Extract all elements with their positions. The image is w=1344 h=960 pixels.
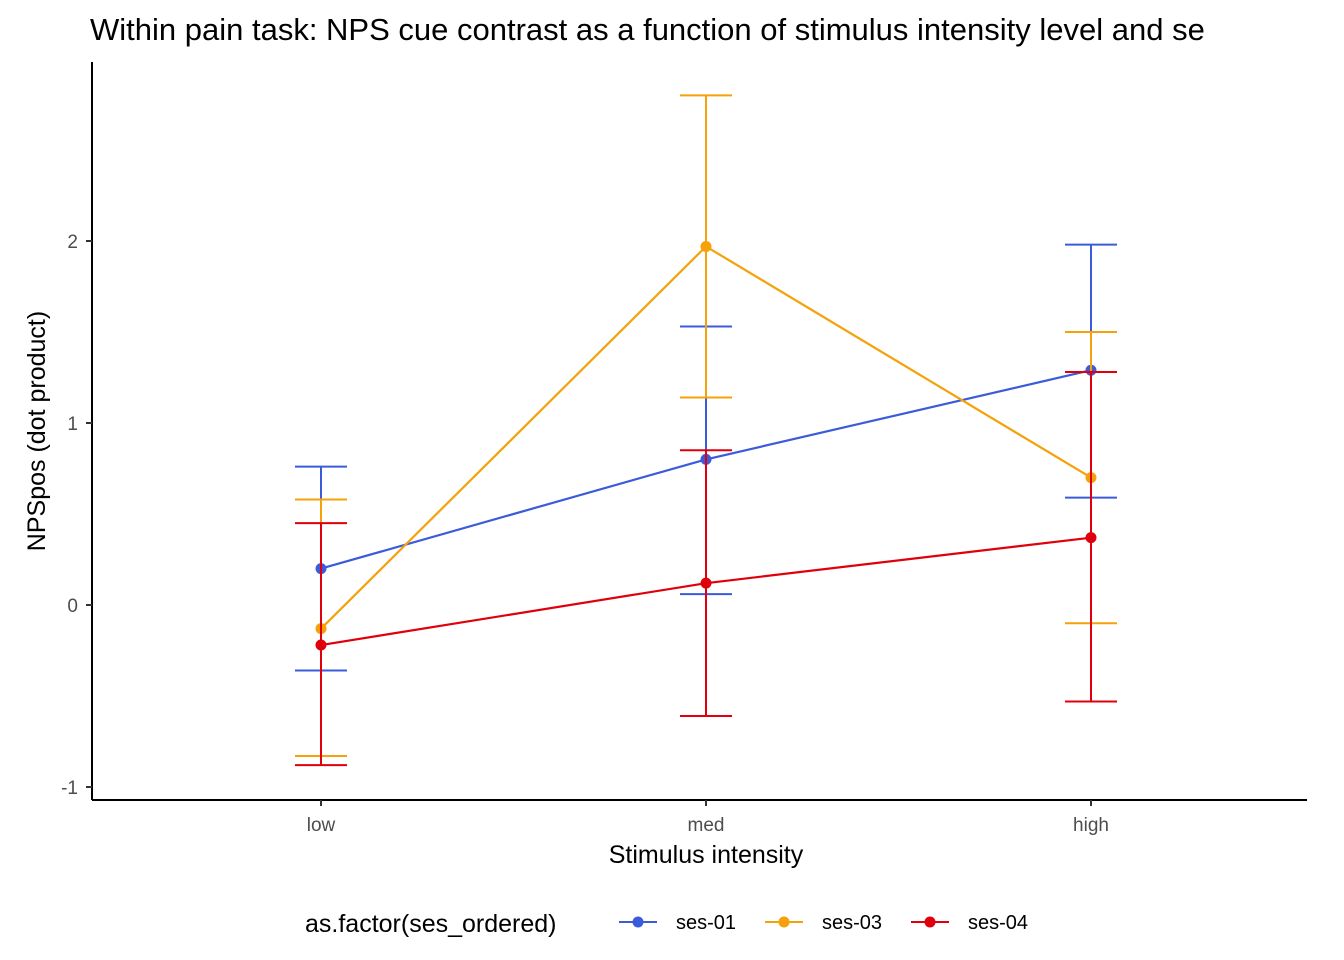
y-axis-label: NPSpos (dot product) [23, 311, 51, 551]
y-ticks: -1 0 1 2 [61, 232, 92, 799]
y-tick-label: -1 [61, 778, 78, 799]
legend-label: ses-03 [822, 912, 882, 934]
legend-key-point [632, 916, 644, 928]
legend-label: ses-01 [676, 912, 736, 934]
x-axis-label: Stimulus intensity [609, 841, 804, 869]
data-point [700, 577, 712, 589]
data-point [1085, 532, 1097, 544]
legend-item-ses-04: ses-04 [911, 912, 1028, 934]
plot-area [91, 62, 1307, 801]
data-point [315, 639, 327, 651]
x-ticks: low med high [307, 800, 1109, 836]
legend-key-point [924, 916, 936, 928]
x-tick-label: low [307, 815, 336, 836]
series-ses-04 [295, 371, 1117, 767]
series-layer [295, 94, 1117, 767]
data-point [700, 240, 712, 252]
y-tick-label: 0 [67, 596, 78, 617]
legend-title: as.factor(ses_ordered) [305, 910, 557, 938]
legend: as.factor(ses_ordered) ses-01 ses-03 ses-0… [305, 910, 1028, 938]
y-tick-label: 2 [67, 232, 78, 253]
x-tick-label: high [1073, 815, 1109, 836]
legend-label: ses-04 [968, 912, 1028, 934]
chart-title: Within pain task: NPS cue contrast as a … [90, 12, 1205, 47]
legend-item-ses-01: ses-01 [619, 912, 736, 934]
legend-item-ses-03: ses-03 [765, 912, 882, 934]
y-tick-label: 1 [67, 414, 78, 435]
legend-key-point [778, 916, 790, 928]
x-tick-label: med [688, 815, 725, 836]
